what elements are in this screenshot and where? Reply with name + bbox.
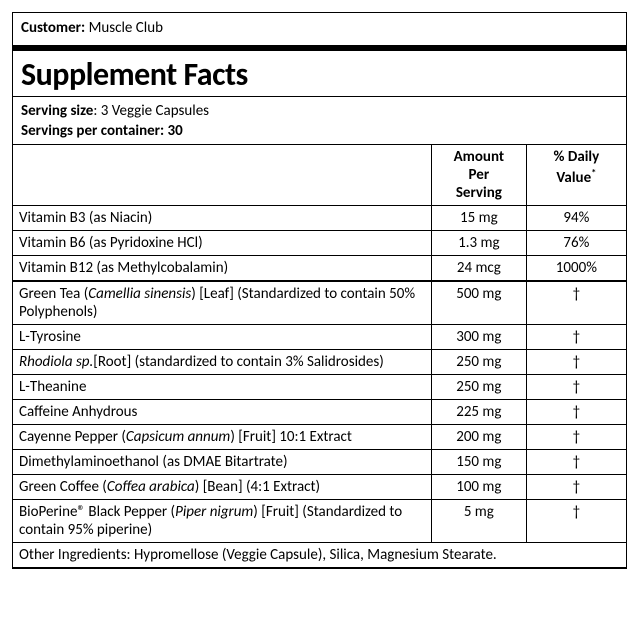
customer-value: Muscle Club: [89, 19, 163, 37]
table-row: BioPerine® Black Pepper (Piper nigrum) […: [13, 499, 626, 542]
table-row: Green Tea (Camellia sinensis) [Leaf] (St…: [13, 281, 626, 325]
ingredient-name: BioPerine® Black Pepper (Piper nigrum) […: [13, 499, 431, 542]
servings-per-container-label: Servings per container:: [21, 122, 164, 140]
ingredient-amount: 300 mg: [431, 324, 526, 349]
table-row: Vitamin B6 (as Pyridoxine HCl)1.3 mg76%: [13, 230, 626, 255]
col-header-dv-l1: % Daily: [533, 148, 620, 166]
table-row: Vitamin B12 (as Methylcobalamin)24 mcg10…: [13, 255, 626, 281]
ingredient-name: Cayenne Pepper (Capsicum annum) [Fruit] …: [13, 424, 431, 449]
table-header-row: Amount Per Serving % Daily Value*: [13, 144, 626, 205]
table-row: Green Coffee (Coffea arabica) [Bean] (4:…: [13, 474, 626, 499]
ingredient-name: Caffeine Anhydrous: [13, 399, 431, 424]
ingredient-name: Vitamin B3 (as Niacin): [13, 205, 431, 230]
ingredient-dv: †: [526, 399, 626, 424]
ingredient-amount: 24 mcg: [431, 255, 526, 281]
supplement-facts-panel: Customer: Muscle Club Supplement Facts S…: [12, 12, 627, 569]
ingredient-amount: 250 mg: [431, 349, 526, 374]
table-row: L-Tyrosine300 mg†: [13, 324, 626, 349]
ingredient-amount: 15 mg: [431, 205, 526, 230]
vitamin-rows: Vitamin B3 (as Niacin)15 mg94%Vitamin B6…: [13, 205, 626, 281]
table-row: Cayenne Pepper (Capsicum annum) [Fruit] …: [13, 424, 626, 449]
table-row: Vitamin B3 (as Niacin)15 mg94%: [13, 205, 626, 230]
ingredient-amount: 250 mg: [431, 374, 526, 399]
col-header-amount-l1: Amount: [438, 148, 520, 166]
ingredient-dv: 76%: [526, 230, 626, 255]
ingredient-name: Green Tea (Camellia sinensis) [Leaf] (St…: [13, 281, 431, 325]
ingredient-name: L-Tyrosine: [13, 324, 431, 349]
other-ingredients-row: Other Ingredients: Hypromellose (Veggie …: [13, 542, 626, 567]
ingredient-amount: 5 mg: [431, 499, 526, 542]
servings-per-container-line: Servings per container: 30: [21, 121, 618, 141]
ingredient-dv: †: [526, 324, 626, 349]
ingredient-name: Vitamin B12 (as Methylcobalamin): [13, 255, 431, 281]
ingredient-dv: 1000%: [526, 255, 626, 281]
ingredient-amount: 200 mg: [431, 424, 526, 449]
serving-size-line: Serving size: 3 Veggie Capsules: [21, 101, 618, 121]
col-header-dv-l2: Value*: [533, 166, 620, 187]
customer-row: Customer: Muscle Club: [13, 13, 626, 45]
col-header-dv: % Daily Value*: [526, 144, 626, 205]
ingredient-name: L-Theanine: [13, 374, 431, 399]
ingredient-amount: 150 mg: [431, 449, 526, 474]
col-header-amount: Amount Per Serving: [431, 144, 526, 205]
col-header-amount-l3: Serving: [438, 184, 520, 202]
ingredient-dv: 94%: [526, 205, 626, 230]
customer-label: Customer:: [21, 19, 85, 37]
other-ingredients-body: Other Ingredients: Hypromellose (Veggie …: [13, 542, 626, 567]
ingredient-name: Green Coffee (Coffea arabica) [Bean] (4:…: [13, 474, 431, 499]
servings-per-container-value: 30: [168, 122, 183, 140]
ingredient-dv: †: [526, 474, 626, 499]
ingredient-amount: 500 mg: [431, 281, 526, 325]
serving-size-value: 3 Veggie Capsules: [101, 102, 209, 120]
ingredient-dv: †: [526, 281, 626, 325]
table-row: Dimethylaminoethanol (as DMAE Bitartrate…: [13, 449, 626, 474]
ingredient-dv: †: [526, 424, 626, 449]
ingredient-dv: †: [526, 349, 626, 374]
herbal-rows: Green Tea (Camellia sinensis) [Leaf] (St…: [13, 281, 626, 543]
table-row: L-Theanine250 mg†: [13, 374, 626, 399]
ingredient-name: Rhodiola sp.[Root] (standardized to cont…: [13, 349, 431, 374]
serving-size-label: Serving size: [21, 102, 93, 120]
ingredient-dv: †: [526, 499, 626, 542]
panel-title: Supplement Facts: [13, 51, 626, 96]
table-row: Caffeine Anhydrous225 mg†: [13, 399, 626, 424]
ingredient-amount: 100 mg: [431, 474, 526, 499]
col-header-amount-l2: Per: [438, 166, 520, 184]
col-header-name: [13, 144, 431, 205]
serving-block: Serving size: 3 Veggie Capsules Servings…: [13, 97, 626, 144]
facts-table: Amount Per Serving % Daily Value* Vitami…: [13, 144, 626, 568]
ingredient-dv: †: [526, 374, 626, 399]
ingredient-amount: 1.3 mg: [431, 230, 526, 255]
ingredient-name: Vitamin B6 (as Pyridoxine HCl): [13, 230, 431, 255]
ingredient-dv: †: [526, 449, 626, 474]
other-ingredients-cell: Other Ingredients: Hypromellose (Veggie …: [13, 542, 626, 567]
table-row: Rhodiola sp.[Root] (standardized to cont…: [13, 349, 626, 374]
ingredient-name: Dimethylaminoethanol (as DMAE Bitartrate…: [13, 449, 431, 474]
ingredient-amount: 225 mg: [431, 399, 526, 424]
